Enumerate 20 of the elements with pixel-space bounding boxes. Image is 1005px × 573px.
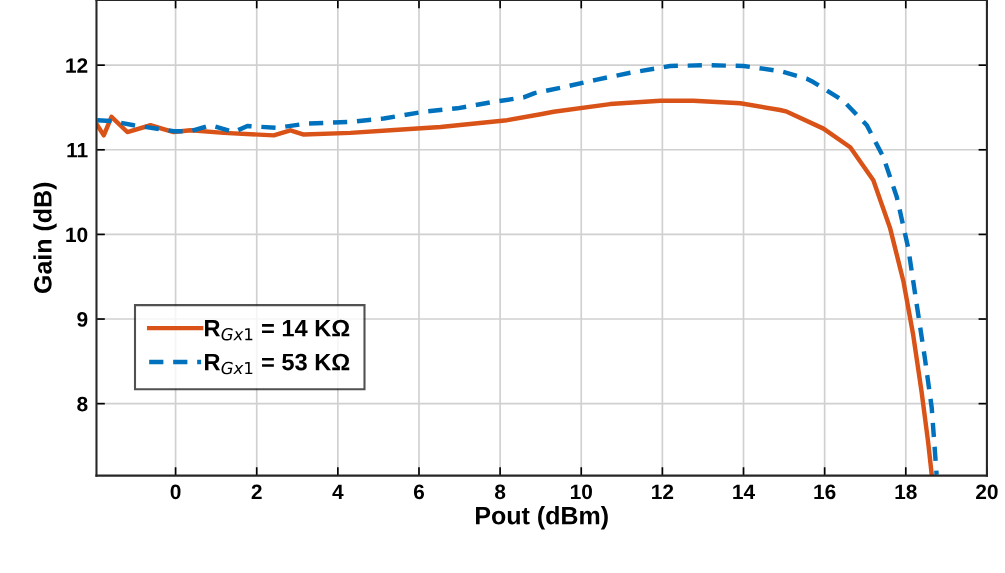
x-tick-label: 20 [976, 484, 998, 500]
x-tick-label: 0 [170, 484, 181, 500]
x-tick-label: 16 [814, 484, 836, 500]
x-tick-label: 18 [895, 484, 917, 500]
legend-label: R$_{Gx1}$ = 14 KΩ [205, 319, 350, 341]
y-tick-label: 8 [77, 396, 88, 412]
x-axis-title: Pout (dBm) [476, 506, 608, 530]
y-tick-label: 9 [77, 312, 88, 327]
y-tick-label: 11 [67, 143, 88, 158]
y-tick-label: 10 [66, 227, 88, 243]
x-tick-label: 6 [413, 484, 425, 500]
x-tick-label: 10 [570, 484, 592, 500]
y-tick-label: 12 [66, 58, 88, 73]
x-tick-label: 8 [494, 484, 506, 500]
x-tick-label: 2 [251, 484, 262, 500]
x-tick-label: 4 [332, 484, 344, 500]
y-axis-title: Gain (dB) [33, 182, 57, 294]
x-tick-label: 12 [652, 484, 674, 500]
legend-label: R$_{Gx1}$ = 53 KΩ [205, 353, 350, 375]
x-tick-label: 14 [733, 484, 755, 500]
